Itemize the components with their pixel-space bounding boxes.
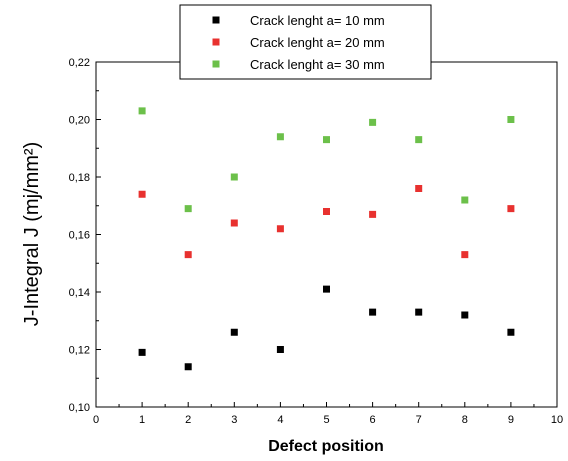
x-axis-ticks: 0 1 2 3 4 5 6 7 8 9 10 [93, 402, 563, 426]
data-points [138, 107, 515, 371]
legend-marker [212, 60, 220, 68]
data-point-series-1 [230, 328, 238, 336]
x-axis-title: Defect position [268, 438, 384, 455]
data-point-series-1 [507, 328, 515, 336]
legend-marker [212, 38, 220, 46]
data-point-series-2 [230, 219, 238, 227]
data-point-series-1 [323, 285, 330, 293]
data-point-series-3 [184, 205, 192, 213]
data-point-series-2 [323, 208, 330, 215]
x-tick-label: 3 [231, 414, 237, 426]
data-point-series-1 [138, 348, 146, 356]
data-point-series-3 [369, 118, 377, 126]
data-point-series-3 [230, 173, 238, 181]
data-point-series-2 [461, 251, 469, 259]
data-point-series-3 [323, 136, 330, 144]
x-tick-label: 0 [93, 414, 99, 426]
x-tick-label: 8 [462, 414, 468, 426]
data-point-series-2 [184, 251, 192, 259]
legend: Crack lenght a= 10 mm Crack lenght a= 20 … [179, 4, 432, 80]
data-point-series-2 [276, 225, 284, 233]
y-tick-label: 0,12 [69, 345, 90, 357]
y-axis-title: J-Integral J (mj/mm²) [21, 142, 43, 326]
data-point-series-1 [276, 346, 284, 353]
plot-frame [95, 61, 558, 408]
data-point-series-2 [415, 185, 423, 192]
y-tick-label: 0,18 [69, 172, 90, 184]
data-point-series-3 [415, 136, 423, 144]
legend-label: Crack lenght a= 20 mm [250, 35, 385, 50]
data-point-series-1 [461, 311, 469, 319]
legend-box [179, 4, 432, 80]
data-point-series-3 [276, 133, 284, 141]
y-tick-label: 0,16 [69, 230, 90, 242]
x-tick-label: 10 [551, 414, 563, 426]
y-tick-label: 0,14 [69, 287, 90, 299]
y-tick-label: 0,20 [69, 115, 90, 127]
data-point-series-2 [507, 205, 515, 213]
x-tick-label: 1 [139, 414, 145, 426]
data-point-series-1 [415, 308, 423, 316]
data-point-series-3 [138, 107, 146, 115]
legend-label: Crack lenght a= 10 mm [250, 13, 385, 28]
legend-marker [212, 16, 220, 24]
x-tick-label: 4 [277, 414, 283, 426]
x-tick-label: 6 [370, 414, 376, 426]
x-tick-label: 9 [508, 414, 514, 426]
y-tick-label: 0,10 [69, 402, 90, 414]
x-tick-label: 5 [323, 414, 329, 426]
y-tick-label: 0,22 [69, 57, 90, 69]
data-point-series-3 [507, 116, 515, 123]
legend-label: Crack lenght a= 30 mm [250, 57, 385, 72]
x-tick-label: 2 [185, 414, 191, 426]
y-axis-ticks: 0,10 0,12 0,14 0,16 0,18 0,20 0,22 [69, 57, 101, 414]
data-point-series-2 [138, 190, 146, 198]
data-point-series-3 [461, 196, 469, 204]
x-tick-label: 7 [416, 414, 422, 426]
data-point-series-1 [184, 363, 192, 371]
data-point-series-2 [369, 210, 377, 218]
data-point-series-1 [369, 308, 377, 316]
